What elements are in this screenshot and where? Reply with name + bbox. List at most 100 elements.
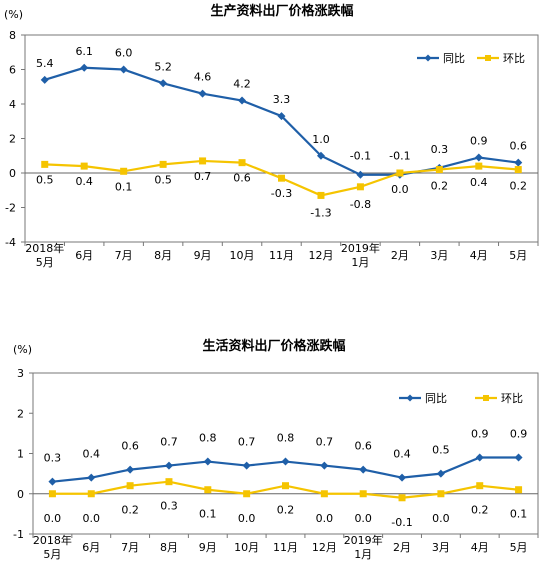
x-category-label: 7月 bbox=[121, 541, 139, 554]
data-label: 0.5 bbox=[154, 173, 172, 186]
data-label: 0.1 bbox=[199, 508, 217, 521]
data-point-mom bbox=[320, 490, 328, 498]
data-label: 0.9 bbox=[470, 134, 488, 147]
data-point-yoy bbox=[514, 158, 523, 167]
data-point-mom bbox=[48, 490, 56, 498]
data-label: 0.9 bbox=[471, 428, 489, 441]
data-point-mom bbox=[396, 169, 404, 177]
x-category-label: 2月 bbox=[393, 541, 411, 554]
data-point-yoy bbox=[474, 153, 483, 162]
data-point-yoy bbox=[277, 112, 286, 121]
data-label: 0.2 bbox=[431, 180, 449, 193]
data-point-mom bbox=[317, 191, 325, 199]
data-point-mom bbox=[199, 157, 207, 165]
data-point-mom bbox=[204, 486, 212, 494]
data-label: 0.0 bbox=[44, 512, 62, 525]
data-point-mom bbox=[126, 482, 134, 490]
data-point-yoy bbox=[159, 79, 168, 88]
x-category-label: 1月 bbox=[354, 548, 372, 561]
x-category-label: 3月 bbox=[430, 249, 448, 262]
data-point-mom bbox=[282, 482, 289, 490]
data-label: 0.3 bbox=[44, 452, 62, 465]
data-point-mom bbox=[238, 159, 246, 167]
chart-title: 生活资料出厂价格涨跌幅 bbox=[202, 338, 345, 354]
plot-frame bbox=[24, 34, 539, 243]
data-point-yoy bbox=[398, 473, 407, 482]
data-point-mom bbox=[278, 174, 285, 182]
data-label: 0.6 bbox=[510, 140, 528, 153]
data-point-mom bbox=[41, 160, 49, 168]
data-label: 0.7 bbox=[238, 436, 256, 449]
data-label: 0.0 bbox=[391, 183, 409, 196]
data-label: 0.9 bbox=[510, 428, 528, 441]
data-point-mom bbox=[359, 490, 367, 498]
y-axis-unit: (%) bbox=[4, 8, 23, 21]
data-label: 0.0 bbox=[316, 512, 334, 525]
data-point-yoy bbox=[164, 461, 173, 470]
legend-label: 环比 bbox=[501, 392, 523, 405]
x-category-label: 2018年 bbox=[33, 533, 72, 547]
data-label: -0.3 bbox=[271, 187, 292, 200]
data-label: -1.3 bbox=[310, 206, 331, 219]
data-point-mom bbox=[475, 162, 483, 170]
legend-marker-diamond bbox=[406, 394, 414, 402]
data-label: 0.7 bbox=[316, 436, 334, 449]
data-point-yoy bbox=[203, 457, 212, 466]
x-category-label: 4月 bbox=[471, 541, 489, 554]
x-category-label: 7月 bbox=[115, 249, 133, 262]
data-label: 0.4 bbox=[393, 448, 411, 461]
legend-marker-diamond bbox=[424, 54, 432, 62]
x-category-label: 5月 bbox=[509, 249, 527, 262]
data-label: 0.6 bbox=[354, 440, 372, 453]
y-axis-unit: (%) bbox=[13, 343, 32, 356]
data-label: 0.7 bbox=[160, 436, 178, 449]
data-point-mom bbox=[437, 490, 445, 498]
data-point-mom bbox=[159, 160, 167, 168]
x-category-label: 11月 bbox=[269, 249, 294, 262]
data-label: 0.4 bbox=[470, 176, 488, 189]
x-category-label: 5月 bbox=[510, 541, 528, 554]
data-label: -0.8 bbox=[350, 198, 371, 211]
y-tick-label: 6 bbox=[9, 64, 16, 77]
data-label: 3.3 bbox=[273, 93, 291, 106]
legend-label: 环比 bbox=[503, 52, 525, 65]
y-tick-label: -1 bbox=[13, 528, 24, 541]
data-point-mom bbox=[165, 478, 173, 486]
data-label: 0.8 bbox=[277, 432, 295, 445]
y-tick-label: 8 bbox=[9, 29, 16, 42]
data-point-mom bbox=[514, 166, 522, 174]
data-point-yoy bbox=[320, 461, 329, 470]
data-label: 5.2 bbox=[154, 60, 172, 73]
data-label: 0.1 bbox=[510, 508, 528, 521]
data-label: 0.2 bbox=[471, 504, 489, 517]
data-label: 0.4 bbox=[83, 448, 101, 461]
x-category-label: 2月 bbox=[391, 249, 409, 262]
data-label: 0.4 bbox=[75, 175, 93, 188]
legend-marker-square bbox=[483, 395, 489, 401]
data-label: 0.2 bbox=[277, 504, 295, 517]
data-label: -0.1 bbox=[389, 150, 410, 163]
data-label: 0.7 bbox=[194, 170, 212, 183]
data-label: 6.1 bbox=[75, 45, 93, 58]
x-category-label: 11月 bbox=[273, 541, 298, 554]
data-point-yoy bbox=[359, 465, 368, 474]
x-category-label: 2019年 bbox=[341, 241, 380, 255]
data-point-yoy bbox=[198, 89, 207, 98]
data-point-yoy bbox=[316, 151, 325, 160]
x-category-label: 10月 bbox=[230, 249, 255, 262]
data-point-yoy bbox=[475, 453, 484, 462]
x-category-label: 6月 bbox=[82, 541, 100, 554]
data-point-mom bbox=[120, 167, 128, 175]
data-point-yoy bbox=[242, 461, 251, 470]
data-point-mom bbox=[515, 486, 523, 494]
data-label: 0.3 bbox=[431, 143, 449, 156]
chart-title: 生产资料出厂价格涨跌幅 bbox=[210, 3, 353, 19]
x-category-label: 4月 bbox=[470, 249, 488, 262]
y-tick-label: -4 bbox=[5, 236, 16, 249]
y-tick-label: 1 bbox=[17, 448, 24, 461]
data-label: 0.6 bbox=[121, 440, 139, 453]
x-category-label: 10月 bbox=[234, 541, 259, 554]
data-point-yoy bbox=[238, 96, 247, 105]
